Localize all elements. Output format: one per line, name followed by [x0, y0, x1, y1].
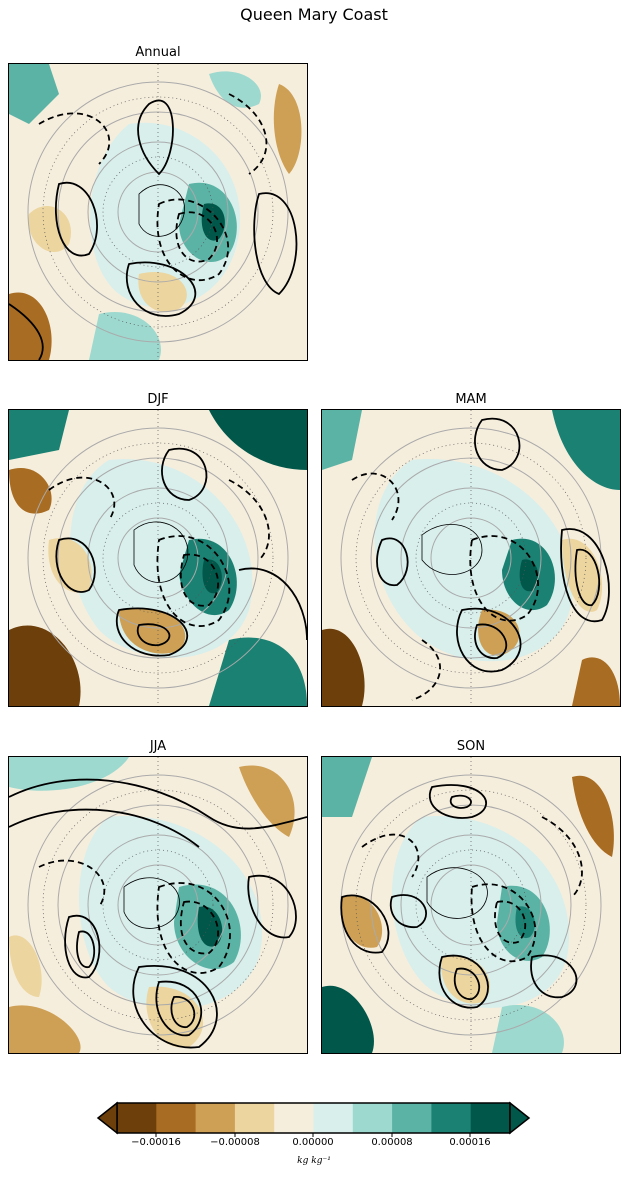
map-djf-svg	[9, 410, 307, 706]
colorbar-cell	[195, 1103, 236, 1133]
colorbar-tick-label: −0.00016	[131, 1137, 181, 1148]
map-son-svg	[322, 757, 620, 1053]
map-panel-jja	[8, 756, 308, 1054]
colorbar-cell	[313, 1103, 354, 1133]
panel-title-djf: DJF	[147, 392, 169, 407]
colorbar-cell	[392, 1103, 432, 1133]
colorbar-cell	[274, 1103, 314, 1133]
colorbar-units-label: kg kg⁻¹	[297, 1156, 331, 1166]
panel-title-mam: MAM	[455, 392, 487, 407]
colorbar-cell	[156, 1103, 197, 1133]
colorbar-cell	[117, 1103, 157, 1133]
panel-title-son: SON	[456, 739, 486, 754]
colorbar-tick-label: 0.00016	[449, 1137, 491, 1148]
panel-title-jja: JJA	[149, 739, 167, 754]
map-panel-son	[321, 756, 621, 1054]
map-panel-annual	[8, 63, 308, 361]
map-panel-djf	[8, 409, 308, 707]
colorbar-cell	[352, 1103, 393, 1133]
colorbar-low-extend	[96, 1101, 118, 1135]
colorbar-cell	[431, 1103, 472, 1133]
map-jja-svg	[9, 757, 307, 1053]
colorbar-cell	[470, 1103, 511, 1133]
panel-title-annual: Annual	[135, 45, 181, 60]
figure-title: Queen Mary Coast	[240, 5, 388, 24]
colorbar-cell	[234, 1103, 275, 1133]
colorbar-cells	[117, 1103, 511, 1133]
colorbar-tick-label: 0.00000	[292, 1137, 334, 1148]
colorbar-tick-label: 0.00008	[371, 1137, 413, 1148]
colorbar-high-extend	[509, 1101, 531, 1135]
map-annual-svg	[9, 64, 307, 360]
colorbar-tick-label: −0.00008	[210, 1137, 260, 1148]
map-panel-mam	[321, 409, 621, 707]
map-mam-svg	[322, 410, 620, 706]
